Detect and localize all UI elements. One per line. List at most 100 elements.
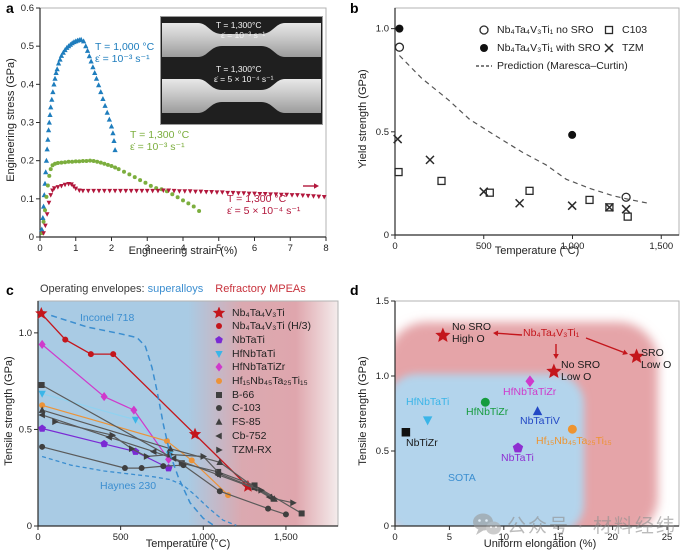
legend-marker-triangle-right — [216, 446, 223, 453]
y-tick-label: 0.5 — [376, 446, 389, 457]
annotation-c-0: Inconel 718 — [80, 312, 134, 325]
annotation-line: Low O — [561, 370, 592, 383]
x-tick-label: 0 — [37, 243, 42, 254]
y-tick-label: 0.1 — [21, 194, 34, 205]
x-tick-label: 7 — [288, 243, 293, 254]
legend-marker-x — [604, 42, 614, 53]
panel-c-title-superalloys: superalloys — [147, 283, 204, 295]
series-hfnbtizr — [480, 397, 490, 407]
series-t-1-300-c-10-s- — [40, 158, 202, 236]
annotation-line: SRO — [641, 347, 664, 359]
x-tick-label: 4 — [180, 243, 185, 254]
annotation-line: High O — [452, 332, 485, 345]
x-tick-label: 25 — [662, 532, 673, 543]
inset-top-label-line2: ε̇ = 10⁻³ s⁻¹ — [221, 30, 266, 40]
legend-item-c-fs-85: FS-85 — [210, 416, 261, 429]
legend-label: Prediction (Maresca–Curtin) — [497, 59, 628, 72]
annotation-line: NbTaTiV — [520, 415, 560, 427]
annotation-d-10: Hf₁₅Nb₄₅Ta₂₅Ti₁₅ — [536, 435, 612, 448]
annotation-line: Nb₄Ta₄V₃Ti₁ — [523, 327, 580, 339]
panel-b-x-axis-label: Temperature (°C) — [494, 245, 580, 257]
panel-a-y-axis-label: Engineering stress (GPa) — [5, 58, 17, 182]
panel-d-x-axis-label: Uniform elongation (%) — [483, 538, 597, 550]
legend-label: B-66 — [232, 388, 255, 401]
series-c-103 — [39, 443, 289, 518]
annotation-line: NbTiZr — [406, 437, 438, 449]
x-tick-label: 1,500 — [274, 532, 298, 543]
annotation-line: HfNbTiZr — [466, 406, 509, 418]
legend-item-b-prediction-maresca-curtin-: Prediction (Maresca–Curtin) — [475, 59, 628, 72]
y-tick-label: 0 — [27, 521, 32, 532]
legend-label: C-103 — [232, 402, 261, 415]
panel-c-envelope-gradient — [38, 301, 338, 526]
plot-frames: 0 1 2 3 4 5 6 7 800.10.20.30.40.50.60 500 1,000 1,5… — [19, 3, 680, 543]
annotation-d-1: No SRO Low O — [561, 359, 601, 383]
x-tick-label: 500 — [476, 241, 492, 252]
inset-bottom-label-line1: T = 1,300°C — [216, 64, 262, 74]
annotation-line: HfNbTaTi — [406, 396, 450, 408]
x-tick-label: 0 — [35, 532, 40, 543]
annotation-d-5: HfNbTiZr — [466, 406, 509, 419]
annotation-line: Haynes 230 — [100, 480, 157, 492]
series-t-1-000-c-10-s- — [39, 36, 118, 232]
x-tick-label: 1,500 — [649, 241, 673, 252]
annotation-d-3: Nb₄Ta₄V₃Ti₁ — [523, 327, 580, 340]
annotation-a-0: T = 1,000 °C ε̇ = 10⁻³ s⁻¹ — [95, 41, 154, 65]
x-tick-label: 15 — [553, 532, 564, 543]
legend-marker-triangle-down — [215, 350, 223, 358]
series-nb-ta-v-ti-with-sro — [395, 24, 577, 139]
series-nbtati — [512, 442, 524, 453]
panel-a-letter: a — [6, 0, 14, 16]
legend-item-b-nb-ta-v-ti-no-sro: Nb₄Ta₄V₃Ti₁ no SRO — [475, 23, 594, 36]
x-tick-label: 0 — [392, 532, 397, 543]
legend-label: TZM-RX — [232, 443, 272, 456]
legend-marker-square — [216, 391, 222, 398]
annotation-line: ε̇ = 10⁻³ s⁻¹ — [130, 140, 185, 153]
legend-label: HfNbTaTi — [232, 347, 276, 360]
legend-item-c-nb-ta-v-ti: Nb₄Ta₄V₃Ti — [210, 306, 285, 319]
y-tick-label: 0.3 — [21, 118, 34, 129]
y-tick-label: 1.0 — [19, 328, 32, 339]
legend-marker-pentagon — [215, 335, 223, 344]
x-tick-label: 6 — [252, 243, 257, 254]
y-tick-label: 0.2 — [21, 156, 34, 167]
legend-marker-circle — [216, 405, 222, 412]
watermark-text: 公众号 · 材料经纬 — [507, 516, 677, 537]
legend-marker-square-open — [604, 25, 614, 34]
annotation-line: Hf₁₅Nb₄₅Ta₂₅Ti₁₅ — [536, 435, 612, 447]
annotation-d-8: NbTiZr — [406, 437, 438, 450]
legend-label: NbTaTi — [232, 333, 265, 346]
y-tick-label: 1.5 — [376, 296, 389, 307]
y-tick-label: 0.5 — [376, 127, 389, 138]
series-c103 — [394, 167, 632, 221]
watermark: 公众号 · 材料经纬 — [472, 511, 677, 538]
annotation-d-6: HfNbTaTiZr — [503, 386, 556, 399]
series-t-1-300-c-5-10-s- — [41, 182, 327, 236]
y-tick-label: 1.0 — [376, 24, 389, 35]
panel-c-title: Operating envelopes: superalloys Refracto… — [40, 283, 306, 295]
y-tick-label: 1.0 — [376, 371, 389, 382]
series-inconel-718-envelope — [50, 314, 214, 526]
annotation-d-11: SOTA — [448, 472, 476, 485]
y-tick-label: 0.4 — [21, 79, 34, 90]
x-tick-label: 5 — [216, 243, 221, 254]
legend-marker-circle-open — [479, 24, 489, 35]
series-tzm — [393, 134, 631, 214]
y-tick-label: 0 — [29, 232, 34, 243]
x-tick-label: 8 — [323, 243, 328, 254]
panel-d-regions — [395, 322, 658, 526]
legend-label: FS-85 — [232, 416, 261, 429]
legend-label: C103 — [622, 23, 648, 36]
y-tick-label: 0 — [384, 521, 389, 532]
inset-top-label-line1: T = 1,300°C — [216, 20, 262, 30]
legend-label: Nb₄Ta₄V₃Ti₁ no SRO — [497, 23, 594, 36]
legend-item-c-hfnbtati: HfNbTaTi — [210, 347, 275, 360]
annotation-line: T = 1,300 °C — [227, 193, 287, 205]
panel-c-title-refractory: Refractory MPEAs — [215, 283, 306, 295]
panel-b-letter: b — [350, 0, 359, 16]
legend-item-b-c103: C103 — [600, 23, 647, 36]
annotation-line: No SRO — [561, 359, 601, 371]
panel-c-letter: c — [6, 282, 14, 298]
series-hfnbtatizr — [38, 339, 173, 464]
